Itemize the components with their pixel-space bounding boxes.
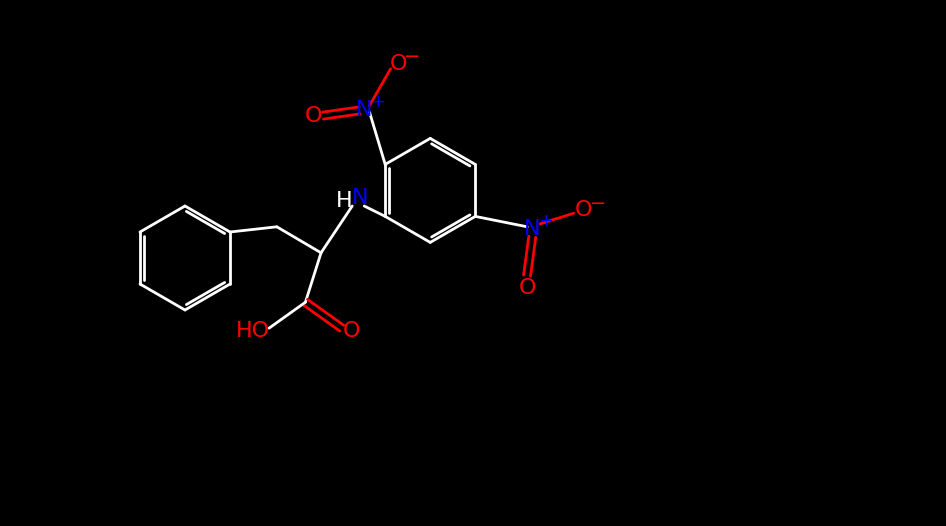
Text: +: +: [537, 212, 552, 230]
Text: N: N: [357, 100, 373, 120]
Text: N: N: [352, 188, 369, 208]
Text: O: O: [343, 321, 360, 341]
Text: O: O: [518, 278, 535, 298]
Text: O: O: [390, 54, 408, 74]
Text: −: −: [589, 194, 606, 213]
Text: HO: HO: [236, 321, 271, 341]
Text: −: −: [404, 47, 421, 66]
Text: O: O: [575, 200, 592, 220]
Text: N: N: [524, 219, 540, 239]
Text: +: +: [370, 94, 385, 112]
Text: H: H: [336, 191, 353, 211]
Text: O: O: [305, 106, 322, 126]
